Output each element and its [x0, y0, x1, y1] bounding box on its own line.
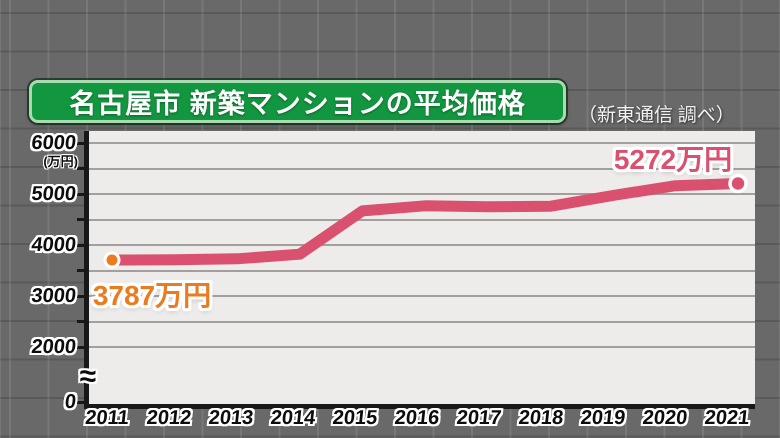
- chart-title-banner: 名古屋市 新築マンションの平均価格: [29, 80, 566, 123]
- y-axis-tick: [77, 141, 89, 145]
- y-axis-tick: [77, 320, 89, 323]
- y-axis-tick: [77, 345, 89, 349]
- y-axis-tick: [77, 167, 89, 170]
- price-line: [106, 178, 744, 266]
- chart-title: 名古屋市 新築マンションの平均価格: [69, 89, 526, 119]
- x-axis-tick: [291, 409, 295, 414]
- x-axis-tick: [229, 409, 233, 414]
- x-axis-tick: [725, 409, 729, 414]
- axis-break-icon: ≈: [79, 360, 97, 393]
- plot-area: [84, 131, 755, 409]
- y-axis-tick: [77, 243, 89, 247]
- callout-2021-price: 5272万円: [613, 144, 733, 175]
- x-axis-tick: [105, 409, 109, 414]
- y-axis-tick: [77, 294, 89, 298]
- x-axis-tick: [415, 409, 419, 414]
- x-axis-tick: [353, 409, 357, 414]
- x-axis-tick: [601, 409, 605, 414]
- y-axis-tick: [77, 400, 89, 404]
- x-axis-tick: [477, 409, 481, 414]
- y-axis-unit-label: (万円): [43, 154, 78, 169]
- x-axis-tick: [663, 409, 667, 414]
- data-point-2021-icon: [728, 173, 748, 194]
- y-axis-tick: [77, 192, 89, 196]
- callout-2011-price: 3787万円: [92, 280, 212, 311]
- y-axis-tick: [77, 218, 89, 221]
- y-axis-tick: [77, 269, 89, 272]
- source-credit: （新東通信 調べ）: [578, 105, 735, 126]
- x-axis-tick: [539, 409, 543, 414]
- x-axis-tick: [167, 409, 171, 414]
- data-point-2011-icon: [103, 251, 121, 269]
